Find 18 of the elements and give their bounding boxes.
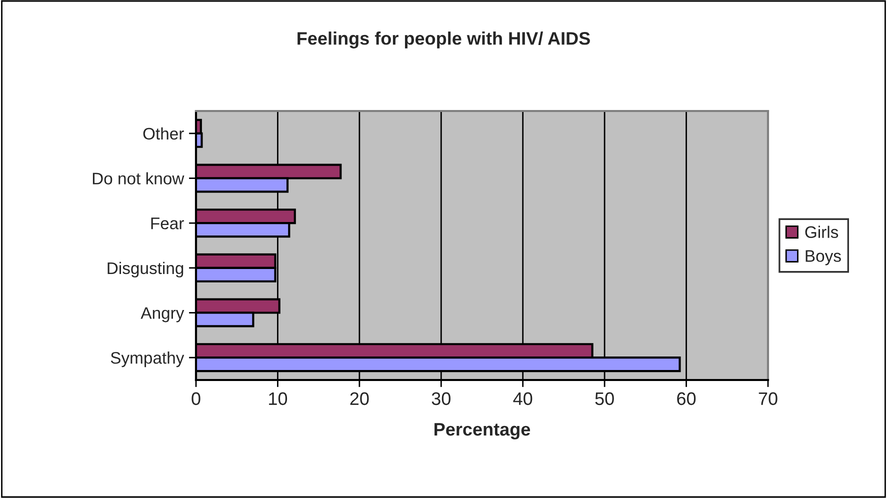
chart-title: Feelings for people with HIV/ AIDS xyxy=(298,32,590,48)
x-tick-label: 60 xyxy=(677,392,696,406)
x-tick-label: 30 xyxy=(432,392,450,406)
x-tick-label: 40 xyxy=(513,392,532,406)
legend-label: Girls xyxy=(805,226,838,238)
y-tick-label: Other xyxy=(143,127,184,140)
y-tick-label: Sympathy xyxy=(110,352,184,368)
x-tick-label: 0 xyxy=(192,392,200,406)
x-tick-label: 70 xyxy=(758,392,778,406)
x-axis-title: Percentage xyxy=(434,423,530,440)
legend-label: Boys xyxy=(806,250,841,266)
y-tick-label: Angry xyxy=(140,307,184,322)
y-tick-label: Do not know xyxy=(92,172,184,184)
x-tick-label: 10 xyxy=(269,392,288,406)
y-tick-label: Fear xyxy=(151,218,184,230)
y-tick-label: Disgusting xyxy=(108,262,184,278)
x-tick-label: 20 xyxy=(350,392,369,406)
x-tick-label: 50 xyxy=(595,392,614,406)
